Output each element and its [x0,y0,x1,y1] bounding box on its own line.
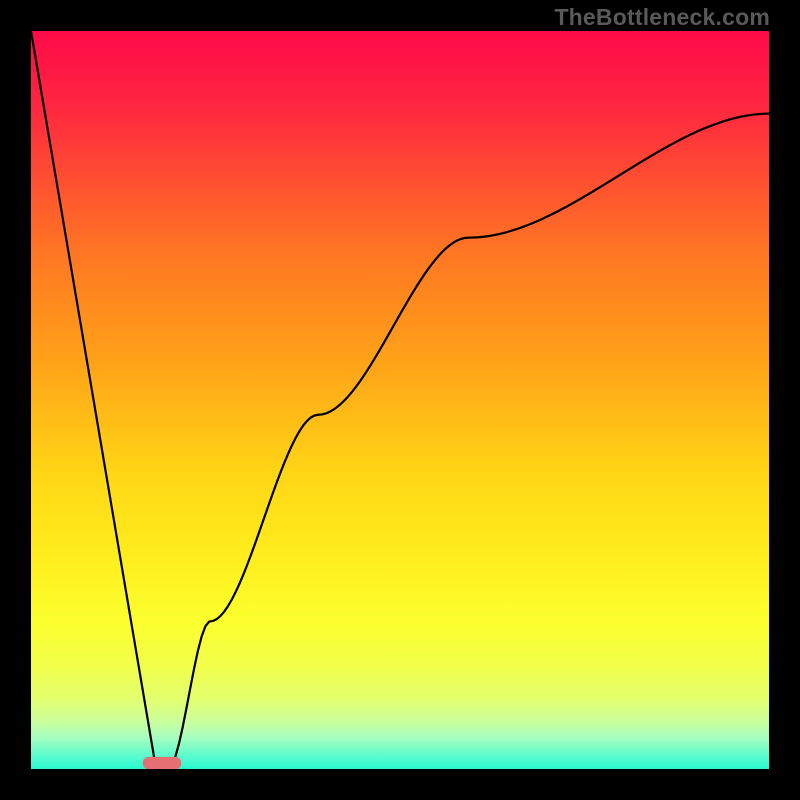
gradient-background [31,31,769,769]
optimal-marker [143,757,181,769]
watermark-text: TheBottleneck.com [554,4,770,31]
chart-frame: TheBottleneck.com [0,0,800,800]
plot-area [31,31,769,769]
